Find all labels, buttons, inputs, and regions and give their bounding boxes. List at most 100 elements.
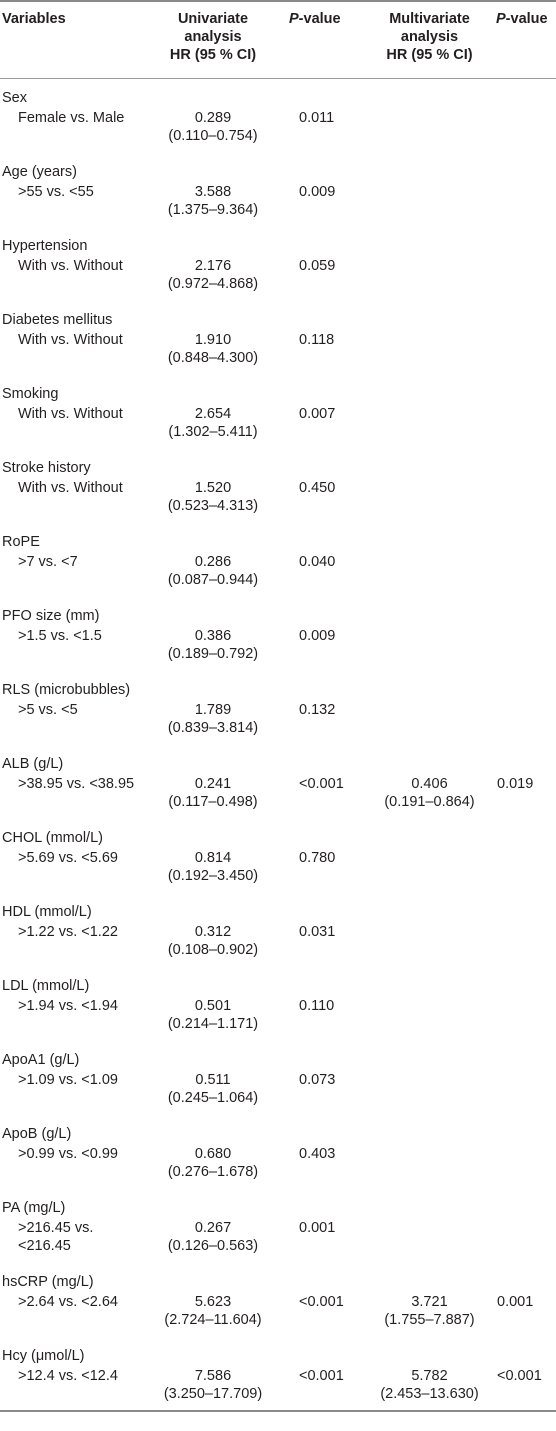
multivariate-p-value <box>492 329 556 375</box>
table-row: With vs. Without 2.654 (1.302–5.411) 0.007 <box>0 403 556 449</box>
univariate-p-value: 0.007 <box>299 406 336 422</box>
univariate-ci: (0.523–4.313) <box>167 498 259 514</box>
table-row: >12.4 vs. <12.4 7.586 (3.250–17.709) <0.001… <box>0 1365 556 1411</box>
variable-group-label: Hypertension <box>2 238 88 254</box>
variable-group-label: RoPE <box>2 534 40 550</box>
variable-group-label: Stroke history <box>2 460 91 476</box>
table-group-row: ApoA1 (g/L) <box>0 1041 556 1069</box>
table-group-row: Hypertension <box>0 227 556 255</box>
comparison-cell: With vs. Without <box>0 255 145 301</box>
variable-group-label: ApoB (g/L) <box>2 1126 72 1142</box>
table-row: >1.94 vs. <1.94 0.501 (0.214–1.171) 0.110 <box>0 995 556 1041</box>
table-body: Sex Female vs. Male 0.289 (0.110–0.754) 0.01… <box>0 79 556 1411</box>
univariate-p-value: <0.001 <box>299 1294 344 1310</box>
comparison-cell: >38.95 vs. <38.95 <box>0 773 145 819</box>
header-multivariate-line: analysis <box>400 29 459 45</box>
table-row: >1.5 vs. <1.5 0.386 (0.189–0.792) 0.009 <box>0 625 556 671</box>
multivariate-p-value <box>492 181 556 227</box>
header-univariate-line: Univariate <box>177 11 249 27</box>
multivariate-p-value <box>492 1143 556 1189</box>
univariate-hr-cell: 0.267 (0.126–0.563) <box>145 1217 281 1263</box>
comparison-cell: >1.22 vs. <1.22 <box>0 921 145 967</box>
variable-group-label: Age (years) <box>2 164 77 180</box>
multivariate-hr-cell <box>367 921 492 967</box>
table-header: Variables Univariate analysis HR (95 % C… <box>0 1 556 79</box>
univariate-ci: (0.126–0.563) <box>167 1238 259 1254</box>
table-row: >2.64 vs. <2.64 5.623 (2.724–11.604) <0.001… <box>0 1291 556 1337</box>
table-group-row: RoPE <box>0 523 556 551</box>
comparison-text: >1.5 vs. <1.5 <box>18 628 102 644</box>
univariate-hr-cell: 0.289 (0.110–0.754) <box>145 107 281 153</box>
multivariate-hr-cell: 3.721 (1.755–7.887) <box>367 1291 492 1337</box>
comparison-text: >5.69 vs. <5.69 <box>18 850 118 866</box>
univariate-ci: (0.214–1.171) <box>167 1016 259 1032</box>
multivariate-p-value <box>492 403 556 449</box>
univariate-hr-cell: 1.910 (0.848–4.300) <box>145 329 281 375</box>
comparison-text: With vs. Without <box>18 406 123 422</box>
table-group-row: Diabetes mellitus <box>0 301 556 329</box>
univariate-hr: 1.789 <box>194 702 232 718</box>
multivariate-p-value <box>492 921 556 967</box>
multivariate-hr-cell <box>367 403 492 449</box>
univariate-p-value: <0.001 <box>299 776 344 792</box>
table-row: >1.22 vs. <1.22 0.312 (0.108–0.902) 0.031 <box>0 921 556 967</box>
univariate-ci: (0.110–0.754) <box>168 128 258 144</box>
comparison-text: >38.95 vs. <38.95 <box>18 776 135 792</box>
table-group-row: Hcy (μmol/L) <box>0 1337 556 1365</box>
header-multivariate: Multivariate analysis HR (95 % CI) <box>367 1 492 79</box>
univariate-hr-cell: 2.654 (1.302–5.411) <box>145 403 281 449</box>
univariate-hr: 1.910 <box>194 332 232 348</box>
table-group-row: CHOL (mmol/L) <box>0 819 556 847</box>
comparison-cell: With vs. Without <box>0 329 145 375</box>
univariate-p-value: 0.403 <box>299 1146 336 1162</box>
comparison-cell: >12.4 vs. <12.4 <box>0 1365 145 1411</box>
variable-group-label: Diabetes mellitus <box>2 312 113 328</box>
univariate-p-value: 0.073 <box>299 1072 336 1088</box>
multivariate-hr-cell <box>367 329 492 375</box>
table-group-row: PFO size (mm) <box>0 597 556 625</box>
multivariate-hr-cell <box>367 995 492 1041</box>
univariate-p-value: 0.450 <box>299 480 336 496</box>
univariate-hr-cell: 0.241 (0.117–0.498) <box>145 773 281 819</box>
univariate-p-value: 0.009 <box>299 628 336 644</box>
univariate-hr-cell: 0.511 (0.245–1.064) <box>145 1069 281 1115</box>
variable-group-label: ApoA1 (g/L) <box>2 1052 80 1068</box>
table-group-row: ALB (g/L) <box>0 745 556 773</box>
variable-group-label: Sex <box>2 90 27 106</box>
table-row: >7 vs. <7 0.286 (0.087–0.944) 0.040 <box>0 551 556 597</box>
multivariate-hr-cell: 5.782 (2.453–13.630) <box>367 1365 492 1411</box>
comparison-text: With vs. Without <box>18 258 123 274</box>
table-row: Female vs. Male 0.289 (0.110–0.754) 0.011 <box>0 107 556 153</box>
comparison-cell: With vs. Without <box>0 477 145 523</box>
univariate-hr: 0.814 <box>194 850 232 866</box>
multivariate-hr-cell <box>367 699 492 745</box>
multivariate-p-value <box>492 551 556 597</box>
header-multivariate-line: Multivariate <box>389 11 470 27</box>
univariate-hr: 3.588 <box>194 184 232 200</box>
univariate-hr-cell: 0.501 (0.214–1.171) <box>145 995 281 1041</box>
comparison-cell: >1.09 vs. <1.09 <box>0 1069 145 1115</box>
univariate-hr-cell: 5.623 (2.724–11.604) <box>145 1291 281 1337</box>
multivariate-hr-cell <box>367 255 492 301</box>
comparison-text: >1.94 vs. <1.94 <box>18 998 118 1014</box>
univariate-hr: 0.386 <box>194 628 232 644</box>
univariate-ci: (0.839–3.814) <box>167 720 259 736</box>
multivariate-p-value <box>492 477 556 523</box>
multivariate-p-value: 0.019 <box>497 776 534 792</box>
variable-group-label: CHOL (mmol/L) <box>2 830 103 846</box>
univariate-hr: 1.520 <box>194 480 232 496</box>
comparison-cell: >1.5 vs. <1.5 <box>0 625 145 671</box>
multivariate-hr-cell <box>367 625 492 671</box>
multivariate-ci: (1.755–7.887) <box>384 1312 475 1328</box>
univariate-p-value: 0.031 <box>299 924 336 940</box>
multivariate-p-value <box>492 699 556 745</box>
comparison-text: >0.99 vs. <0.99 <box>18 1146 118 1162</box>
multivariate-hr-cell <box>367 1217 492 1263</box>
table-row: >0.99 vs. <0.99 0.680 (0.276–1.678) 0.403 <box>0 1143 556 1189</box>
univariate-hr: 0.289 <box>194 110 232 126</box>
comparison-text: >1.09 vs. <1.09 <box>18 1072 118 1088</box>
univariate-ci: (3.250–17.709) <box>163 1386 263 1402</box>
table-group-row: Sex <box>0 79 556 108</box>
multivariate-hr: 3.721 <box>411 1294 448 1310</box>
header-p-value-univariate: P-value <box>289 11 341 27</box>
